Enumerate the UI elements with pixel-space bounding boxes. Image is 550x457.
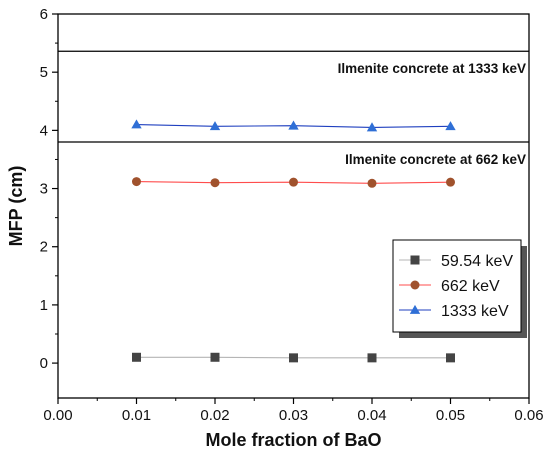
x-tick-label: 0.03 — [279, 407, 308, 424]
legend-marker — [410, 255, 420, 265]
legend: 59.54 keV 662 keV 1333 keV — [392, 239, 527, 338]
data-point — [366, 122, 378, 132]
data-point — [367, 353, 377, 363]
x-tick-label: 0.05 — [436, 407, 465, 424]
data-point — [446, 177, 455, 187]
data-point — [367, 178, 377, 188]
legend-label: 59.54 keV — [441, 253, 513, 270]
y-tick-label: 1 — [40, 297, 48, 314]
data-point — [210, 178, 220, 188]
y-axis: 0 1 2 3 4 5 6 — [40, 6, 58, 372]
annotations: Ilmenite concrete at 1333 keV Ilmenite c… — [338, 61, 526, 167]
x-tick-label: 0.06 — [514, 407, 543, 424]
annotation-1333kev: Ilmenite concrete at 1333 keV — [338, 61, 526, 76]
x-axis: 0.00 0.01 0.02 0.03 0.04 0.05 0.06 — [43, 398, 544, 424]
data-point — [289, 177, 298, 187]
y-tick-label: 4 — [40, 122, 48, 139]
data-point — [132, 177, 141, 187]
y-tick-label: 3 — [40, 181, 48, 198]
legend-marker — [409, 304, 421, 314]
legend-marker — [410, 280, 420, 290]
data-point — [446, 353, 455, 363]
legend-label: 662 keV — [441, 278, 500, 295]
y-tick-label: 5 — [40, 64, 48, 81]
series-1 — [132, 177, 455, 188]
data-point — [289, 353, 298, 363]
reference-lines — [58, 50, 529, 143]
x-tick-label: 0.00 — [43, 407, 72, 424]
data-point — [132, 352, 141, 362]
x-tick-label: 0.02 — [200, 407, 229, 424]
x-tick-label: 0.04 — [357, 407, 386, 424]
data-point — [445, 121, 456, 131]
x-axis-title: Mole fraction of BaO — [205, 430, 381, 450]
y-tick-label: 6 — [40, 6, 48, 23]
y-tick-label: 0 — [40, 355, 48, 372]
series-0 — [132, 352, 455, 363]
data-point — [210, 352, 220, 362]
series-2 — [131, 119, 456, 132]
series-layer — [131, 119, 456, 363]
annotation-662kev: Ilmenite concrete at 662 keV — [345, 152, 526, 167]
data-point — [209, 121, 221, 131]
data-point — [288, 120, 299, 130]
y-axis-title: MFP (cm) — [6, 166, 26, 247]
x-tick-label: 0.01 — [122, 407, 151, 424]
data-point — [131, 119, 142, 129]
y-tick-label: 2 — [40, 239, 48, 256]
legend-label: 1333 keV — [441, 303, 509, 320]
